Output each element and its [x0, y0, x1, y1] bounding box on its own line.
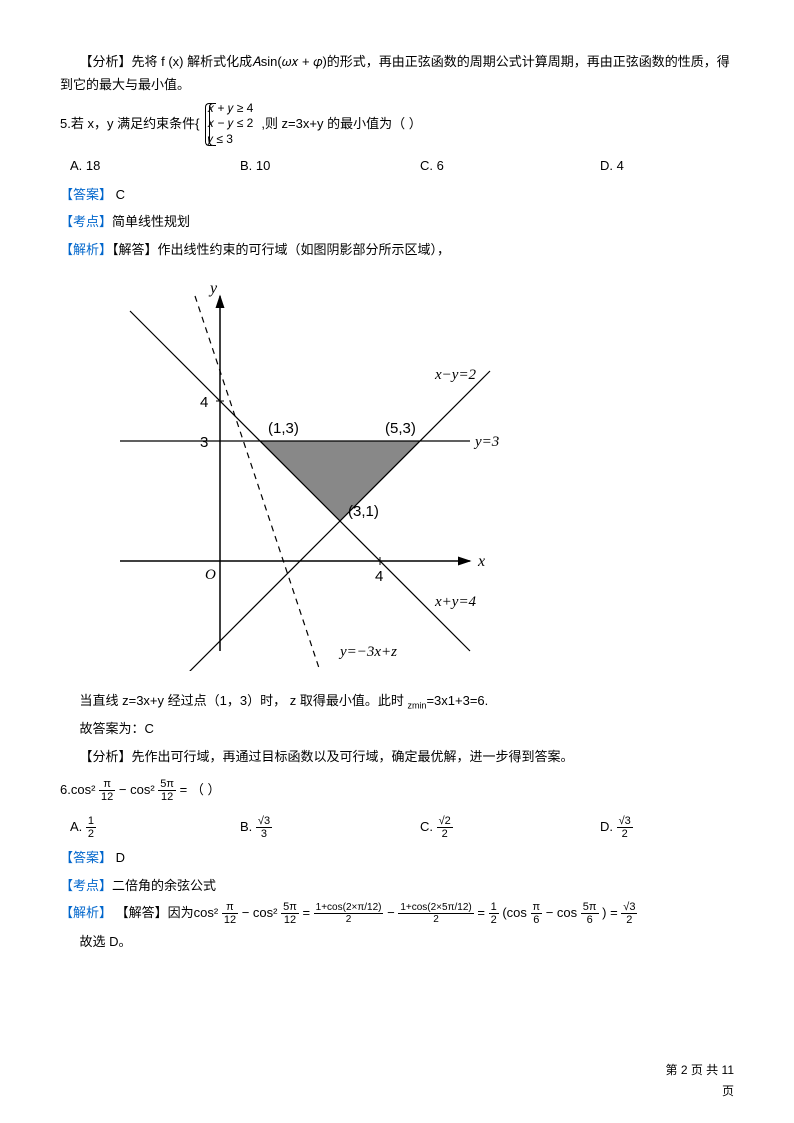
- q5-option-d: D. 4: [600, 154, 720, 177]
- origin-label: O: [205, 567, 216, 583]
- conclusion-text: 当直线 z=3x+y 经过点（1，3）时， z 取得最小值。此时: [80, 693, 408, 708]
- work-frac3: 1+cos(2×π/12)2: [314, 902, 384, 925]
- point-label: 【考点】: [60, 214, 112, 229]
- work-frac4: 1+cos(2×5π/12)2: [398, 902, 473, 925]
- work-frac7: 5π6: [581, 901, 599, 926]
- point-label-6: 【考点】: [60, 878, 112, 893]
- q6-therefore: 故选 D。: [60, 930, 734, 953]
- xtick-4-label: 4: [375, 568, 383, 585]
- q5-suffix: ,则 z=3x+y 的最小值为（ ）: [261, 112, 421, 135]
- constraint-2: 𝑥 − 𝑦 ≤ 2: [207, 116, 253, 132]
- constraint-3: 𝑦 ≤ 3: [207, 132, 253, 148]
- x-axis-label: x: [477, 553, 485, 570]
- zmin-value: =3x1+3=6.: [426, 693, 488, 708]
- analysis-prefix: 【解答】作出线性约束的可行域（如图阴影部分所示区域），: [112, 242, 450, 257]
- q6-frac2: 5π12: [158, 778, 176, 803]
- q6-option-d: D. √32: [600, 815, 720, 840]
- point-31-label: (3,1): [348, 503, 379, 520]
- q6-options: A. 12 B. √33 C. √22 D. √32: [60, 815, 734, 840]
- q5-therefore: 故答案为：C: [60, 717, 734, 740]
- q5-conclusion: 当直线 z=3x+y 经过点（1，3）时， z 取得最小值。此时 zmin=3x…: [60, 689, 734, 714]
- opt-a-label: A.: [70, 819, 86, 834]
- q6-option-b: B. √33: [240, 815, 420, 840]
- work-eq2: =: [477, 905, 488, 920]
- point-53-label: (5,3): [385, 420, 416, 437]
- footer-mid: 页 共: [688, 1063, 722, 1077]
- line-y3-label: y=3: [473, 434, 499, 450]
- line-xy2-label: x−y=2: [434, 367, 477, 383]
- work-paren: (cos: [502, 905, 527, 920]
- q5-method: 【分析】先作出可行域，再通过目标函数以及可行域，确定最优解，进一步得到答案。: [60, 745, 734, 768]
- analysis-text-6: 【解答】因为cos²: [116, 905, 219, 920]
- work-minus: −: [387, 905, 398, 920]
- answer-value: C: [112, 187, 125, 202]
- analysis-label: 【解析】: [60, 242, 112, 257]
- ytick-3-label: 3: [200, 434, 208, 451]
- footer-num: 2: [681, 1063, 688, 1077]
- work-frac6: π6: [531, 901, 543, 926]
- q6-suffix: = （ ）: [180, 782, 221, 797]
- line-objective-label: y=−3x+z: [338, 644, 397, 660]
- constraint-1: 𝑥 + 𝑦 ≥ 4: [207, 101, 253, 117]
- y-axis-label: y: [208, 280, 218, 297]
- q5-point: 【考点】简单线性规划: [60, 210, 734, 233]
- q5-analysis: 【解析】【解答】作出线性约束的可行域（如图阴影部分所示区域），: [60, 238, 734, 261]
- line-xy4-label: x+y=4: [434, 594, 477, 610]
- answer-value-6: D: [112, 850, 125, 865]
- q6-mid: − cos²: [119, 782, 155, 797]
- q6-option-a: A. 12: [60, 815, 240, 840]
- q5-figure: x y O 3 4 4 y=3 x+y=4 x−y=2 y=−3x+z (1,3…: [100, 271, 734, 678]
- q6-analysis: 【解析】 【解答】因为cos² π12 − cos² 5π12 = 1+cos(…: [60, 901, 734, 926]
- q6-prefix: 6.cos²: [60, 782, 95, 797]
- q5-option-a: A. 18: [60, 154, 240, 177]
- q6-answer: 【答案】 D: [60, 846, 734, 869]
- work-paren2: ) =: [602, 905, 621, 920]
- q6-option-c: C. √22: [420, 815, 600, 840]
- q4-analysis: 【分析】先将 f (x) 解析式化成𝐴sin(𝜔𝑥 + 𝜑)的形式，再由正弦函数…: [60, 50, 734, 97]
- page-footer: 第 2 页 共 11 页: [634, 1060, 734, 1103]
- work-frac2: 5π12: [281, 901, 299, 926]
- point-value-6: 二倍角的余弦公式: [112, 878, 216, 893]
- answer-label-6: 【答案】: [60, 850, 112, 865]
- opt-a-frac: 12: [86, 815, 96, 840]
- footer-total: 11: [722, 1063, 734, 1077]
- footer-prefix: 第: [665, 1063, 680, 1077]
- analysis-label-6: 【解析】: [60, 905, 112, 920]
- q5-answer: 【答案】 C: [60, 183, 734, 206]
- feasible-region-chart: x y O 3 4 4 y=3 x+y=4 x−y=2 y=−3x+z (1,3…: [100, 271, 520, 671]
- opt-d-label: D.: [600, 819, 617, 834]
- line-xy2: [150, 371, 490, 671]
- work-eq1: =: [302, 905, 313, 920]
- q5-option-c: C. 6: [420, 154, 600, 177]
- feasible-triangle: [260, 441, 420, 521]
- line-xy4: [130, 311, 470, 651]
- answer-label: 【答案】: [60, 187, 112, 202]
- opt-d-frac: √32: [617, 815, 633, 840]
- zmin-label: zmin: [407, 700, 426, 710]
- q6-frac1: π12: [99, 778, 115, 803]
- work-mid1: − cos²: [242, 905, 278, 920]
- opt-c-label: C.: [420, 819, 437, 834]
- point-13-label: (1,3): [268, 420, 299, 437]
- work-minus2: − cos: [546, 905, 577, 920]
- work-frac8: √32: [621, 901, 637, 926]
- q6-point: 【考点】二倍角的余弦公式: [60, 874, 734, 897]
- opt-b-frac: √33: [256, 815, 272, 840]
- footer-suffix: 页: [722, 1084, 734, 1098]
- q5-constraints: 𝑥 + 𝑦 ≥ 4 𝑥 − 𝑦 ≤ 2 𝑦 ≤ 3: [203, 101, 257, 148]
- work-frac5: 12: [489, 901, 499, 926]
- opt-c-frac: √22: [437, 815, 453, 840]
- q5-option-b: B. 10: [240, 154, 420, 177]
- q5-options: A. 18 B. 10 C. 6 D. 4: [60, 154, 734, 177]
- point-value: 简单线性规划: [112, 214, 190, 229]
- q6-stem: 6.cos² π12 − cos² 5π12 = （ ）: [60, 778, 734, 803]
- ytick-4-label: 4: [200, 394, 208, 411]
- work-frac1: π12: [222, 901, 238, 926]
- q5-stem: 5.若 x，y 满足约束条件 { 𝑥 + 𝑦 ≥ 4 𝑥 − 𝑦 ≤ 2 𝑦 ≤…: [60, 101, 734, 148]
- q5-prefix: 5.若 x，y 满足约束条件: [60, 112, 195, 135]
- opt-b-label: B.: [240, 819, 256, 834]
